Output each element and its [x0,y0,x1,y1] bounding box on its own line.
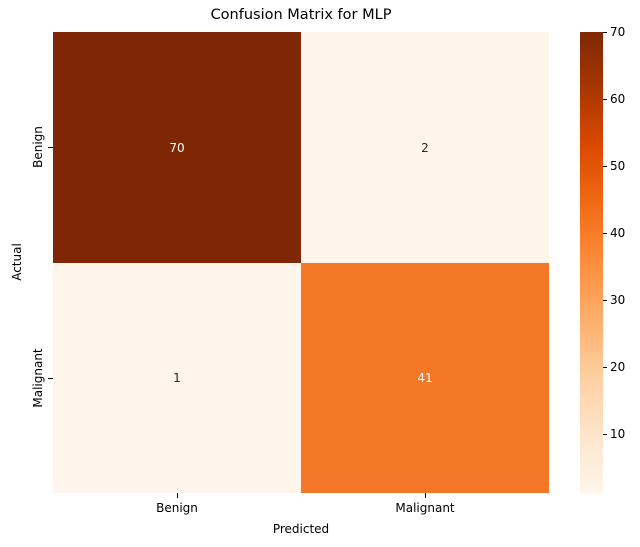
x-axis-title: Predicted [272,522,330,536]
y-tick-label-malignant: Malignant [31,348,45,408]
cell-malignant-malignant: 41 [301,263,549,493]
colorbar-tick [603,434,607,435]
chart-title: Confusion Matrix for MLP [210,7,392,23]
cell-value: 41 [417,371,433,385]
colorbar-tick [603,99,607,100]
y-tick-mark [48,147,53,148]
y-axis-title: Actual [10,243,24,281]
colorbar [580,32,603,493]
cell-benign-benign: 70 [53,32,301,263]
cell-value: 2 [421,140,429,155]
colorbar-label-40: 40 [610,226,626,240]
heatmap: 70 2 1 41 [53,32,549,493]
cell-malignant-benign: 1 [53,263,301,493]
y-tick-mark [48,378,53,379]
cell-benign-malignant: 2 [301,32,549,263]
colorbar-label-50: 50 [610,159,626,173]
x-tick-label-benign: Benign [156,501,198,515]
colorbar-label-70: 70 [610,25,626,39]
colorbar-label-60: 60 [610,92,626,106]
colorbar-tick [603,300,607,301]
colorbar-label-30: 30 [610,293,626,307]
colorbar-tick [603,233,607,234]
colorbar-tick [603,32,607,33]
colorbar-tick [603,166,607,167]
colorbar-label-10: 10 [610,427,626,441]
x-tick-label-malignant: Malignant [395,501,455,515]
colorbar-tick [603,367,607,368]
x-tick-mark [177,493,178,498]
cell-value: 1 [173,371,181,385]
cell-value: 70 [169,140,185,155]
colorbar-label-20: 20 [610,360,626,374]
y-tick-label-benign: Benign [31,126,45,168]
x-tick-mark [425,493,426,498]
